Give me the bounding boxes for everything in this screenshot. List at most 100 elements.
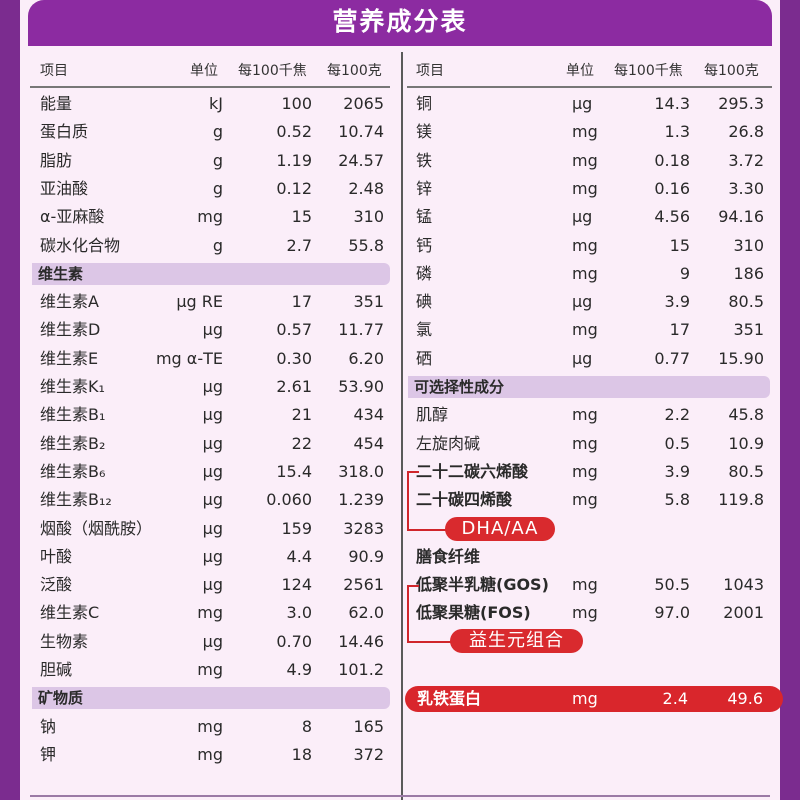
value-per-100kj: 4.4 xyxy=(286,546,312,566)
nutrient-name: 脂肪 xyxy=(40,150,73,170)
nutrition-panel xyxy=(20,0,780,800)
lactoferrin-name: 乳铁蛋白 xyxy=(417,689,482,708)
table-row: 亚油酸 g 0.12 2.48 xyxy=(0,175,800,203)
value-per-100g: 165 xyxy=(353,716,384,736)
dha-aa-bracket xyxy=(407,471,419,531)
table-row: 维生素B₆ μg 15.4 318.0 xyxy=(0,458,800,486)
nutrient-name: α-亚麻酸 xyxy=(40,207,105,227)
table-row: 胆碱 mg 4.9 101.2 xyxy=(0,656,800,684)
table-row: 维生素E mg α-TE 0.30 6.20 xyxy=(0,345,800,373)
value-per-100g: 94.16 xyxy=(718,207,764,227)
value-per-100kj: 17 xyxy=(291,292,312,312)
nutrient-name: 能量 xyxy=(40,94,73,113)
value-per-100kj: 4.9 xyxy=(286,660,312,679)
nutrient-unit: mg xyxy=(572,433,598,453)
value-per-100kj: 50.5 xyxy=(654,575,690,595)
header-underline xyxy=(30,86,390,88)
table-row: 烟酸（烟酰胺） μg 159 3283 xyxy=(0,515,800,543)
nutrient-name: 低聚半乳糖(GOS) xyxy=(416,575,549,595)
nutrient-name: 左旋肉碱 xyxy=(416,433,481,453)
nutrient-unit: mg xyxy=(197,660,223,679)
table-row: 碳水化合物 g 2.7 55.8 xyxy=(0,232,800,260)
value-per-100kj: 15 xyxy=(291,207,312,227)
value-per-100g: 351 xyxy=(733,320,764,340)
nutrient-unit: g xyxy=(212,178,223,198)
nutrient-unit: μg xyxy=(572,94,593,113)
nutrient-unit: mg xyxy=(197,207,223,227)
value-per-100kj: 18 xyxy=(291,744,312,764)
table-row: 二十碳四烯酸 mg 5.8 119.8 xyxy=(0,486,800,514)
nutrient-name: 烟酸（烟酰胺） xyxy=(40,518,153,538)
section-header: 可选择性成分 xyxy=(408,376,770,398)
table-row: α-亚麻酸 mg 15 310 xyxy=(0,203,800,231)
nutrient-name: 镁 xyxy=(416,122,433,142)
nutrient-unit: kJ xyxy=(209,94,223,113)
prebiotic-badge: 益生元组合 xyxy=(450,629,583,653)
value-per-100g: 6.20 xyxy=(348,348,384,368)
value-per-100g: 14.46 xyxy=(338,631,384,651)
value-per-100kj: 22 xyxy=(291,433,312,453)
nutrient-unit: μg xyxy=(202,575,223,595)
table-row: 维生素B₁₂ μg 0.060 1.239 xyxy=(0,486,800,514)
nutrient-name: 维生素B₁₂ xyxy=(40,490,112,510)
value-per-100g: 26.8 xyxy=(728,122,764,142)
value-per-100g: 318.0 xyxy=(338,461,384,481)
table-row: 脂肪 g 1.19 24.57 xyxy=(0,147,800,175)
nutrient-name: 铁 xyxy=(416,150,433,170)
nutrient-unit: mg xyxy=(572,405,598,425)
nutrient-name: 锌 xyxy=(416,178,433,198)
nutrient-name: 钾 xyxy=(40,744,57,764)
table-row: 硒 μg 0.77 15.90 xyxy=(0,345,800,373)
value-per-100kj: 14.3 xyxy=(654,94,690,113)
nutrient-unit: μg xyxy=(202,377,223,396)
value-per-100g: 80.5 xyxy=(728,461,764,481)
value-per-100kj: 5.8 xyxy=(664,490,690,510)
nutrient-unit: mg xyxy=(572,122,598,142)
nutrient-name: 维生素B₆ xyxy=(40,461,106,481)
value-per-100g: 186 xyxy=(733,263,764,283)
value-per-100g: 53.90 xyxy=(338,377,384,396)
value-per-100kj: 0.12 xyxy=(276,178,312,198)
value-per-100kj: 0.77 xyxy=(654,348,690,368)
nutrient-unit: μg xyxy=(202,320,223,340)
prebiotic-bracket-line xyxy=(407,641,452,643)
header-unit: 单位 xyxy=(566,63,594,79)
value-per-100kj: 159 xyxy=(281,518,312,538)
value-per-100g: 434 xyxy=(353,405,384,425)
nutrient-name: 维生素D xyxy=(40,320,101,340)
value-per-100kj: 2.2 xyxy=(664,405,690,425)
value-per-100g: 1.239 xyxy=(338,490,384,510)
lactoferrin-per-kj: 2.4 xyxy=(662,689,688,708)
nutrient-name: 维生素B₂ xyxy=(40,433,106,453)
nutrient-unit: mg xyxy=(197,716,223,736)
section-header: 矿物质 xyxy=(32,687,390,710)
value-per-100g: 119.8 xyxy=(718,490,764,510)
value-per-100g: 310 xyxy=(733,235,764,255)
nutrient-name: 钠 xyxy=(40,716,57,736)
table-row: 锌 mg 0.16 3.30 xyxy=(0,175,800,203)
value-per-100kj: 97.0 xyxy=(654,603,690,623)
value-per-100kj: 15 xyxy=(669,235,690,255)
value-per-100kj: 0.060 xyxy=(266,490,312,510)
table-row: 维生素D μg 0.57 11.77 xyxy=(0,316,800,344)
nutrient-name: 锰 xyxy=(416,207,433,227)
nutrient-name: 维生素K₁ xyxy=(40,377,105,396)
nutrient-name: 维生素A xyxy=(40,292,99,312)
table-row: 钾 mg 18 372 xyxy=(0,741,800,769)
value-per-100kj: 124 xyxy=(281,575,312,595)
table-row: 锰 μg 4.56 94.16 xyxy=(0,203,800,231)
table-row: 叶酸 μg 4.4 90.9 xyxy=(0,543,800,571)
table-row: 左旋肉碱 mg 0.5 10.9 xyxy=(0,430,800,458)
value-per-100kj: 2.7 xyxy=(286,235,312,255)
nutrient-unit: μg xyxy=(202,631,223,651)
section-header: 维生素 xyxy=(32,262,390,285)
value-per-100g: 90.9 xyxy=(348,546,384,566)
nutrient-name: 膳食纤维 xyxy=(416,546,481,566)
nutrient-name: 硒 xyxy=(416,348,433,368)
table-row: 铁 mg 0.18 3.72 xyxy=(0,147,800,175)
value-per-100g: 3283 xyxy=(343,518,384,538)
nutrient-unit: μg xyxy=(202,461,223,481)
header-per-kj: 每100千焦 xyxy=(238,63,307,79)
table-row: 磷 mg 9 186 xyxy=(0,260,800,288)
nutrient-unit: mg xyxy=(572,178,598,198)
